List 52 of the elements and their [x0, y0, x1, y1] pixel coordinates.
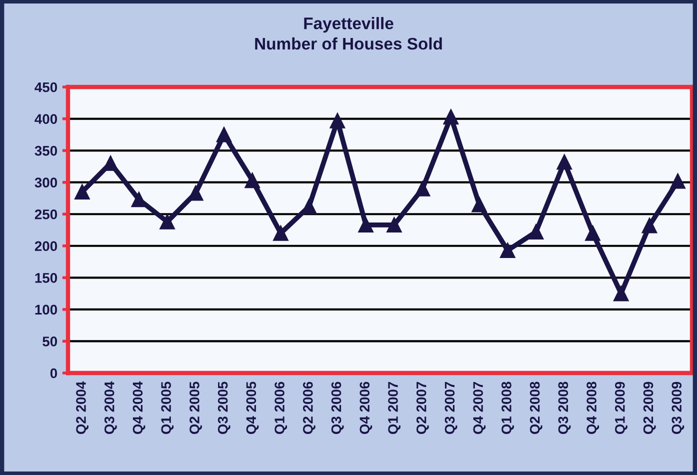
x-tick-label: Q3 2007	[444, 382, 458, 434]
x-tick-label: Q2 2004	[76, 381, 89, 434]
y-tick-label: 350	[34, 146, 58, 156]
x-tick-label: Q2 2006	[302, 382, 316, 434]
y-tick-label: 400	[34, 114, 58, 124]
x-tick-label: Q1 2006	[274, 382, 288, 434]
point	[528, 224, 544, 240]
point	[273, 226, 288, 241]
x-tick-label: Q2 2009	[643, 382, 656, 434]
x-tick-label: Q3 2006	[331, 382, 344, 434]
x-tick-label: Q2 2005	[190, 382, 202, 434]
x-tick-label: Q3 2009	[672, 382, 684, 434]
x-tick-label: Q2 2007	[416, 382, 429, 434]
point	[642, 218, 658, 234]
y-tick-label: 450	[34, 82, 58, 92]
x-tick-label: Q1 2005	[161, 382, 174, 434]
point	[358, 217, 374, 233]
x-tick-label: Q3 2005	[218, 382, 230, 434]
point	[472, 196, 487, 212]
x-tick-label: Q4 2004	[132, 381, 146, 434]
y-tick-label: 100	[35, 304, 58, 315]
y-tick-label: 300	[34, 178, 58, 188]
point	[414, 181, 430, 196]
x-tick-label: Q4 2006	[360, 382, 372, 434]
x-tick-label: Q3 2008	[558, 382, 571, 434]
point	[585, 226, 600, 241]
point	[160, 214, 175, 230]
y-tick-label: 250	[34, 209, 58, 220]
x-tick-label: Q2 2008	[530, 382, 542, 434]
point	[443, 109, 459, 125]
point	[613, 286, 629, 302]
chart-title: Fayetteville Number of Houses Sold	[255, 17, 442, 50]
point	[500, 242, 516, 258]
point	[386, 217, 402, 233]
point	[74, 184, 90, 200]
point	[556, 154, 572, 170]
x-tick-label: Q4 2005	[246, 382, 259, 434]
y-tick-label: 0	[50, 368, 58, 378]
x-tick-label: Q3 2004	[104, 381, 117, 434]
x-tick-label: Q1 2009	[614, 382, 628, 434]
point	[330, 113, 346, 128]
x-tick-label: Q1 2007	[388, 382, 401, 434]
x-tick-label: Q1 2008	[502, 382, 514, 434]
point	[244, 172, 260, 188]
y-tick-label: 50	[42, 336, 58, 346]
point	[670, 173, 686, 189]
x-tick-label: Q4 2008	[586, 382, 600, 434]
y-tick-label: 150	[35, 273, 58, 283]
point	[131, 192, 147, 208]
y-tick-label: 200	[34, 241, 58, 252]
point	[216, 127, 232, 142]
x-tick-label: Q4 2007	[473, 382, 486, 434]
